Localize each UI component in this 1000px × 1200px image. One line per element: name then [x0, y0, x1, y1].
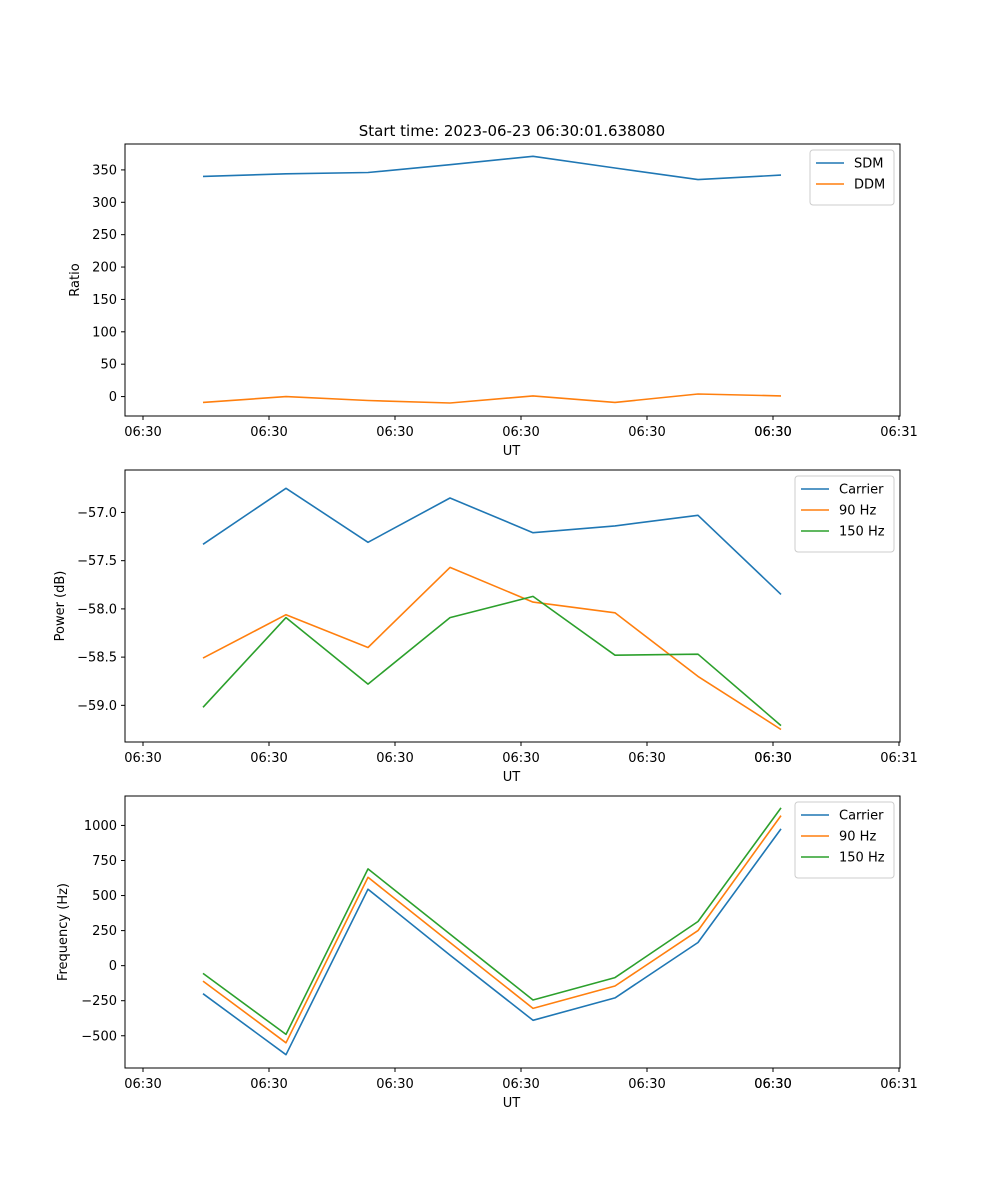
- x-tick-label: 06:30: [754, 1077, 791, 1092]
- y-tick-label: 100: [92, 325, 117, 340]
- x-tick-label: 06:31: [880, 425, 917, 440]
- legend-label: Carrier: [839, 809, 884, 824]
- series-line-carrier: [202, 828, 782, 1056]
- y-tick-label: 50: [100, 358, 117, 373]
- y-tick-label: 300: [92, 196, 117, 211]
- y-tick-label: 350: [92, 163, 117, 178]
- y-axis-label: Ratio: [68, 263, 83, 296]
- x-tick-label: 06:30: [628, 751, 665, 766]
- x-tick-label: 06:30: [124, 751, 161, 766]
- subplot-2: −57.0 −57.5 −58.0 −58.5 −59.0 06:30 06:30 06:30…: [53, 469, 918, 785]
- x-tick-label: 06:30: [376, 1077, 413, 1092]
- legend-label: 90 Hz: [839, 830, 876, 845]
- y-tick-label: 0: [109, 959, 117, 974]
- y-tick-label: −250: [81, 994, 117, 1009]
- y-tick-label: 250: [92, 924, 117, 939]
- series-line-150-hz: [202, 595, 782, 727]
- legend-label: 90 Hz: [839, 504, 876, 519]
- x-tick-label: 06:30: [376, 751, 413, 766]
- x-tick-label: 06:30: [754, 1077, 791, 1092]
- legend-label: DDM: [854, 178, 885, 193]
- y-tick-label: −500: [81, 1029, 117, 1044]
- x-tick-label: 06:30: [376, 425, 413, 440]
- legend: Carrier 90 Hz 150 Hz: [794, 475, 895, 553]
- y-tick-label: −57.0: [77, 506, 117, 521]
- x-tick-label: 06:31: [880, 1077, 917, 1092]
- legend-label: 150 Hz: [839, 525, 885, 540]
- legend-box: [794, 801, 895, 879]
- x-tick-label: 06:30: [250, 425, 287, 440]
- legend-label: Carrier: [839, 483, 884, 498]
- legend-label: 150 Hz: [839, 851, 885, 866]
- x-tick-label: 06:30: [502, 1077, 539, 1092]
- y-tick-label: 750: [92, 854, 117, 869]
- subplot-1: 0 50 100 150 200 250 300 350 06:30 06:30 06:30 06:3…: [68, 143, 918, 459]
- x-tick-label: 06:30: [754, 751, 791, 766]
- x-tick-label: 06:30: [502, 425, 539, 440]
- chart-title: Start time: 2023-06-23 06:30:01.638080: [359, 122, 665, 140]
- axes-frame: [124, 795, 901, 1069]
- subplot-3: 1000 750 500 250 0 −250 −500 06:30 06:30 06:30 06:…: [56, 795, 918, 1111]
- y-tick-label: 200: [92, 261, 117, 276]
- x-tick-label: 06:30: [250, 751, 287, 766]
- series-line-90-hz: [202, 815, 782, 1044]
- series-line-150-hz: [202, 807, 782, 1036]
- series-line-ddm: [202, 393, 782, 404]
- x-tick-label: 06:30: [754, 751, 791, 766]
- legend: SDM DDM: [809, 149, 895, 206]
- x-tick-label: 06:31: [880, 751, 917, 766]
- y-tick-label: 500: [92, 889, 117, 904]
- x-tick-label: 06:30: [628, 425, 665, 440]
- y-tick-label: 0: [109, 390, 117, 405]
- x-tick-label: 06:30: [124, 1077, 161, 1092]
- x-tick-label: 06:30: [502, 751, 539, 766]
- x-tick-label: 06:30: [754, 425, 791, 440]
- y-tick-label: 250: [92, 228, 117, 243]
- y-tick-label: 150: [92, 293, 117, 308]
- x-tick-label: 06:30: [628, 1077, 665, 1092]
- y-axis-label: Frequency (Hz): [56, 883, 71, 981]
- y-axis-label: Power (dB): [53, 571, 68, 642]
- series-line-sdm: [202, 155, 782, 181]
- y-tick-label: −58.0: [77, 602, 117, 617]
- series-line-90-hz: [202, 566, 782, 731]
- axes-frame: [124, 143, 901, 417]
- legend-label: SDM: [854, 157, 883, 172]
- y-tick-label: 1000: [84, 819, 117, 834]
- x-axis-label: UT: [503, 770, 521, 785]
- x-tick-label: 06:30: [754, 425, 791, 440]
- series-line-carrier: [202, 487, 782, 595]
- x-axis-label: UT: [503, 444, 521, 459]
- y-tick-label: −57.5: [77, 554, 117, 569]
- legend: Carrier 90 Hz 150 Hz: [794, 801, 895, 879]
- x-tick-label: 06:30: [124, 425, 161, 440]
- subplots: 0 50 100 150 200 250 300 350 06:30 06:30 06:30 06:3…: [53, 143, 918, 1111]
- legend-box: [794, 475, 895, 553]
- y-tick-label: −58.5: [77, 651, 117, 666]
- x-tick-label: 06:30: [250, 1077, 287, 1092]
- axes-frame: [124, 469, 901, 743]
- y-tick-label: −59.0: [77, 699, 117, 714]
- x-axis-label: UT: [503, 1096, 521, 1111]
